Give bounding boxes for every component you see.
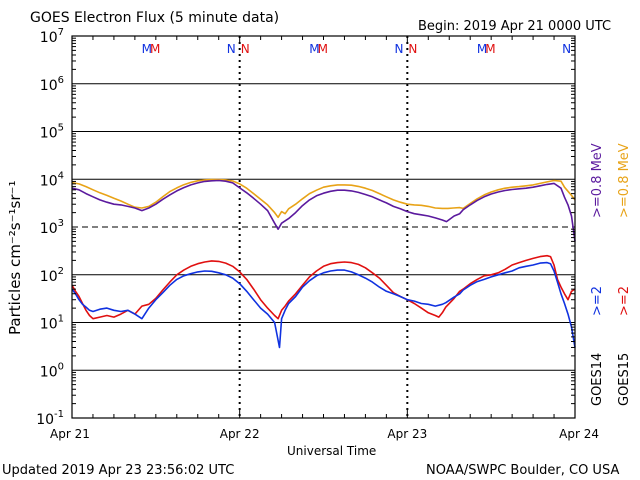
series-line-0 (71, 178, 576, 219)
series-layer (71, 178, 576, 349)
legend-goes15-2: >=2 (617, 286, 632, 316)
orbit-marker-n: N (394, 42, 403, 56)
y-tick-label: 102 (40, 266, 64, 285)
chart-title: GOES Electron Flux (5 minute data) (30, 10, 279, 26)
series-line-3 (71, 261, 576, 349)
y-tick-label: 101 (40, 314, 64, 333)
grid-lines (72, 36, 575, 418)
x-tick-label: Apr 21 (50, 427, 90, 441)
y-axis-label: Particles cm⁻²s⁻¹sr⁻¹ (6, 181, 24, 335)
series-line-2 (71, 254, 576, 320)
orbit-marker-n: N (241, 42, 250, 56)
orbit-markers: MM N N MM N N MM N (142, 42, 572, 56)
credit-label: NOAA/SWPC Boulder, CO USA (426, 463, 619, 478)
legend: >=0.8 MeV >=0.8 MeV >=2 >=2 GOES14 GOES1… (590, 143, 632, 406)
y-tick-label: 100 (40, 361, 64, 380)
orbit-marker-m: M (142, 42, 152, 56)
legend-goes15-sat: GOES15 (617, 353, 632, 406)
x-axis-label: Universal Time (287, 444, 376, 458)
updated-label: Updated 2019 Apr 23 23:56:02 UTC (2, 463, 234, 478)
begin-label: Begin: 2019 Apr 21 0000 UTC (418, 19, 611, 34)
y-tick-label: 104 (40, 170, 64, 189)
x-tick-label: Apr 22 (220, 427, 260, 441)
orbit-marker-m: M (477, 42, 487, 56)
y-axis-ticks: 107 106 105 104 103 102 101 100 10-1 (36, 27, 575, 428)
y-tick-label: 103 (40, 218, 64, 237)
orbit-marker-n: N (408, 42, 417, 56)
legend-goes14-08: >=0.8 MeV (590, 143, 605, 218)
x-tick-label: Apr 24 (559, 427, 599, 441)
orbit-marker-n: N (227, 42, 236, 56)
orbit-marker-m: M (485, 42, 495, 56)
orbit-marker-m: M (150, 42, 160, 56)
orbit-marker-m: M (318, 42, 328, 56)
legend-goes14-sat: GOES14 (590, 353, 605, 406)
y-tick-label: 107 (40, 27, 64, 46)
x-tick-label: Apr 23 (387, 427, 427, 441)
x-axis-ticks: Apr 21 Apr 22 Apr 23 Apr 24 (50, 36, 599, 441)
y-tick-label: 105 (40, 123, 64, 142)
y-tick-label: 106 (40, 75, 64, 94)
y-tick-label: 10-1 (36, 409, 64, 428)
orbit-marker-m: M (309, 42, 319, 56)
legend-goes15-08: >=0.8 MeV (617, 143, 632, 218)
series-line-1 (71, 179, 576, 242)
orbit-marker-n: N (562, 42, 571, 56)
legend-goes14-2: >=2 (590, 286, 605, 316)
